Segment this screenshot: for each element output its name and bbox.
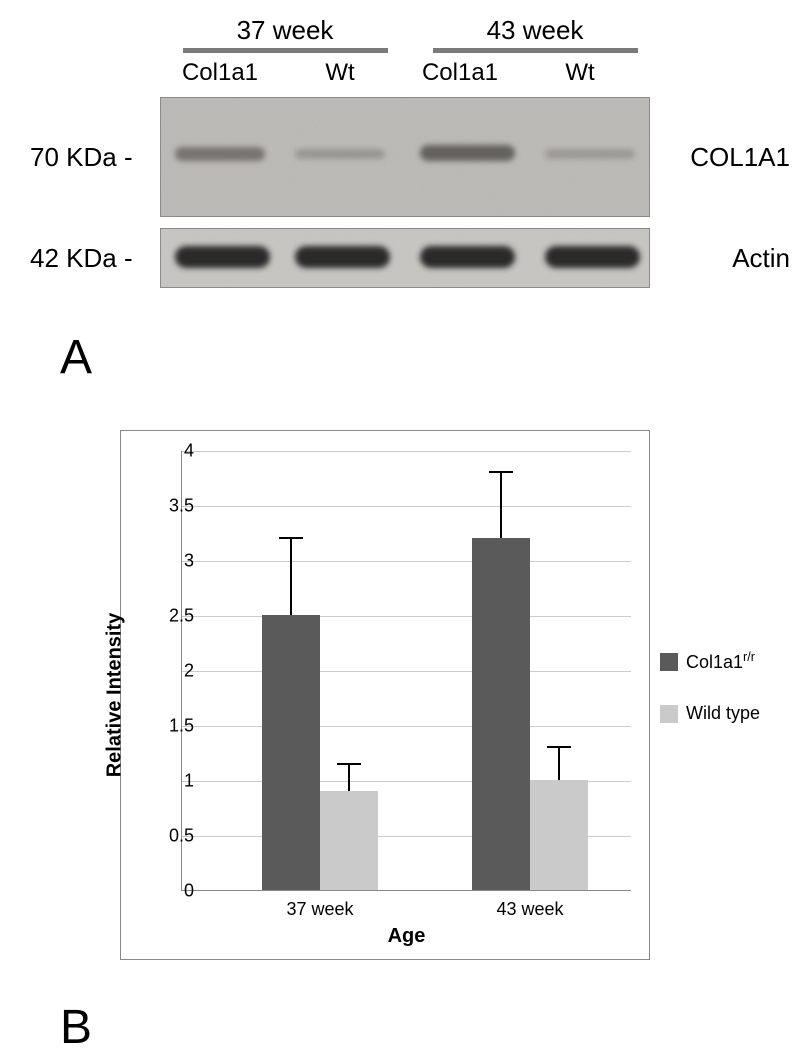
- chart-area: Relative Intensity Age 37 week43 week 00…: [120, 430, 650, 960]
- rule-37: [183, 48, 388, 53]
- western-blot: 37 week 43 week Col1a1 Wt Col1a1 Wt 70 K…: [160, 15, 660, 293]
- gridline: [182, 616, 631, 617]
- y-axis-label: Relative Intensity: [104, 613, 127, 778]
- xtick-label: 43 week: [472, 899, 588, 920]
- bar-wild-type-37-week: [320, 791, 378, 890]
- blot-image-actin: [160, 228, 650, 288]
- error-bar: [290, 538, 292, 615]
- error-bar: [558, 747, 560, 780]
- blot-row-actin: 42 KDa - Actin: [160, 228, 660, 293]
- legend-swatch: [660, 705, 678, 723]
- panel-b-label: B: [60, 1000, 92, 1055]
- mw-label-42: 42 KDa -: [30, 243, 133, 274]
- gridline: [182, 726, 631, 727]
- ytick-label: 3.5: [154, 496, 194, 517]
- ytick-label: 0.5: [154, 826, 194, 847]
- error-bar: [500, 472, 502, 538]
- error-cap: [547, 746, 571, 748]
- rule-43: [433, 48, 638, 53]
- bar-col1a1-43-week: [472, 538, 530, 890]
- panel-a-label: A: [60, 330, 92, 385]
- ytick-label: 2.5: [154, 606, 194, 627]
- error-cap: [337, 763, 361, 765]
- mw-label-70: 70 KDa -: [30, 142, 133, 173]
- plot-area: Age 37 week43 week: [181, 451, 631, 891]
- error-bar: [348, 764, 350, 792]
- lane-1: Col1a1: [160, 59, 280, 87]
- ytick-label: 2: [154, 661, 194, 682]
- error-cap: [489, 471, 513, 473]
- gridline: [182, 671, 631, 672]
- blot-row-col1a1: 70 KDa - COL1A1: [160, 97, 660, 222]
- blot-image-col1a1: [160, 97, 650, 217]
- group-rules: [160, 48, 660, 53]
- gridline: [182, 451, 631, 452]
- lane-3: Col1a1: [400, 59, 520, 87]
- panel-a-container: 37 week 43 week Col1a1 Wt Col1a1 Wt 70 K…: [0, 10, 811, 400]
- protein-label-actin: Actin: [732, 243, 790, 274]
- lane-headers: Col1a1 Wt Col1a1 Wt: [160, 59, 660, 87]
- lane-4: Wt: [520, 59, 640, 87]
- group-headers: 37 week 43 week: [160, 15, 660, 46]
- legend-item: Wild type: [660, 703, 760, 724]
- protein-label-col1a1: COL1A1: [690, 142, 790, 173]
- error-cap: [279, 537, 303, 539]
- legend-swatch: [660, 653, 678, 671]
- ytick-label: 3: [154, 551, 194, 572]
- group-header-43: 43 week: [435, 15, 635, 46]
- bar-wild-type-43-week: [530, 780, 588, 890]
- x-axis-label: Age: [388, 925, 426, 948]
- legend: Col1a1r/r Wild type: [660, 650, 760, 754]
- legend-item: Col1a1r/r: [660, 650, 760, 673]
- bar-col1a1-37-week: [262, 615, 320, 890]
- legend-label: Wild type: [686, 703, 760, 724]
- group-header-37: 37 week: [185, 15, 385, 46]
- legend-label: Col1a1r/r: [686, 650, 755, 673]
- panel-b-container: Relative Intensity Age 37 week43 week 00…: [0, 420, 811, 1000]
- ytick-label: 0: [154, 881, 194, 902]
- xtick-label: 37 week: [262, 899, 378, 920]
- ytick-label: 1: [154, 771, 194, 792]
- gridline: [182, 506, 631, 507]
- ytick-label: 1.5: [154, 716, 194, 737]
- ytick-label: 4: [154, 441, 194, 462]
- gridline: [182, 561, 631, 562]
- lane-2: Wt: [280, 59, 400, 87]
